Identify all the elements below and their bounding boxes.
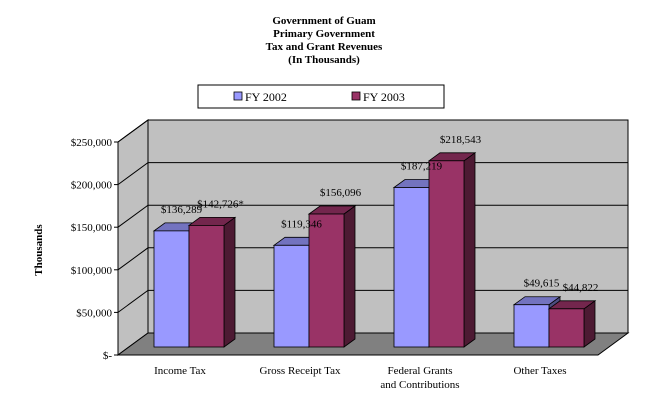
- y-axis-label: Thousands: [33, 224, 45, 276]
- legend: FY 2002 FY 2003: [197, 84, 445, 109]
- bar-front: [308, 213, 345, 348]
- bar: [547, 300, 597, 348]
- y-tick-label: $150,000: [71, 222, 113, 234]
- bar-front: [513, 304, 550, 348]
- y-tick-label: $100,000: [71, 265, 113, 277]
- side-wall: [117, 119, 149, 356]
- chart-title-line: Tax and Grant Revenues: [266, 41, 383, 53]
- legend-swatch: [351, 91, 361, 101]
- legend-swatch: [233, 91, 243, 101]
- x-tick-label: Gross Receipt Tax: [260, 365, 341, 377]
- bar-side: [223, 216, 236, 348]
- plot-area: [116, 119, 630, 356]
- data-label: $119,346: [281, 218, 322, 230]
- y-tick-label: $250,000: [71, 137, 113, 149]
- bar-side: [463, 152, 476, 348]
- data-label: $136,289: [161, 204, 203, 216]
- data-label: $187,219: [401, 160, 443, 172]
- data-label: $44,822: [563, 282, 599, 294]
- bar: [307, 205, 357, 348]
- chart-title-line: Primary Government: [273, 28, 375, 40]
- data-label: $156,096: [320, 187, 362, 199]
- bar: [427, 152, 477, 348]
- gridline: [117, 119, 628, 143]
- x-tick-label: Income Tax: [154, 365, 206, 377]
- y-tick-label: $-: [103, 350, 113, 362]
- bar-front: [548, 308, 585, 348]
- x-tick-label: Other Taxes: [513, 365, 566, 377]
- data-label: $49,615: [524, 278, 560, 290]
- y-axis: $- $50,000 $100,000 $150,000 $200,000 $250,00…: [71, 137, 118, 362]
- x-axis: Income Tax Gross Receipt Tax Federal Grant…: [154, 365, 566, 391]
- data-labels: $136,289$142,726* $119,346 $156,096 $187,21…: [161, 134, 599, 294]
- data-label: $142,726*: [197, 198, 244, 210]
- floor: [116, 332, 630, 356]
- x-tick-label: Federal Grants and Contributions: [380, 365, 459, 391]
- y-tick-label: $200,000: [71, 180, 113, 192]
- legend-entry: FY 2003: [363, 90, 405, 104]
- bar-front: [393, 187, 430, 348]
- bar: [187, 216, 237, 348]
- bar-front: [428, 160, 465, 348]
- bar-front: [273, 244, 310, 348]
- legend-entry: FY 2002: [245, 90, 287, 104]
- bar-side: [343, 205, 356, 348]
- legend-box: [197, 84, 445, 109]
- bar-front: [188, 224, 225, 348]
- chart-title-line: (In Thousands): [288, 54, 360, 66]
- bars: [152, 152, 597, 348]
- bar-front: [153, 230, 190, 348]
- chart-title-line: Government of Guam: [272, 15, 375, 27]
- data-label: $218,543: [440, 134, 482, 146]
- y-tick-label: $50,000: [76, 307, 112, 319]
